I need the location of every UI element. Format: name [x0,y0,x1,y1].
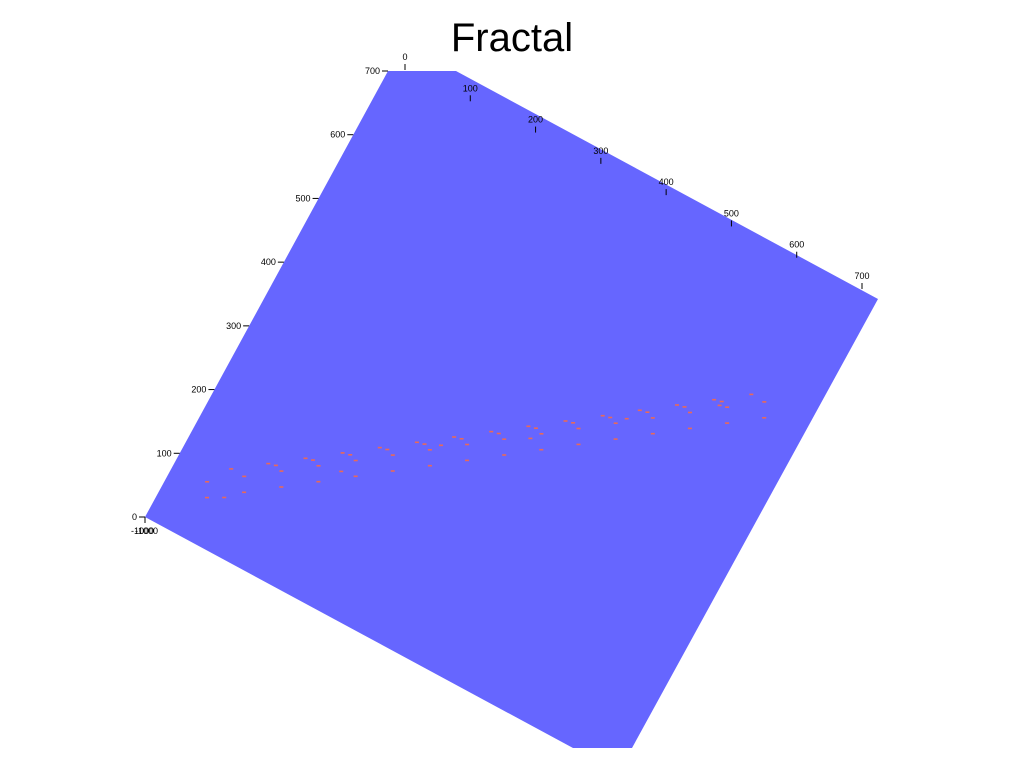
z-tick-label: -1000 [131,526,154,536]
data-point [353,475,358,478]
data-point [528,437,533,440]
data-point [414,441,419,444]
x-tick-label: 200 [528,115,543,125]
x-tick-label: 400 [659,177,674,187]
data-point [645,411,650,413]
x-axis: 0 100 200 300 400 500 600 700 [402,52,870,289]
data-point [311,459,315,461]
data-point [427,464,432,467]
data-point [719,400,724,403]
data-point [712,398,717,401]
x-tick-label: 300 [593,146,608,156]
data-point [348,454,353,456]
data-point [539,448,544,451]
data-point [353,459,358,462]
data-point [688,411,692,414]
y-tick-label: 200 [191,385,206,395]
data-point [496,432,501,435]
data-point [762,417,767,419]
y-tick-label: 300 [226,321,241,331]
data-point [576,427,581,430]
chart-title: Fractal [450,16,574,60]
data-point [273,464,278,467]
data-point [600,414,605,417]
data-point [339,470,344,473]
data-point [459,438,464,440]
z-axis: -1000-1000 [131,517,158,536]
data-point [229,468,234,470]
data-point [385,448,390,451]
data-point [222,496,227,499]
y-tick-label: 400 [261,257,276,267]
x-tick-label: 500 [724,208,739,218]
data-point [465,443,470,446]
data-point [725,406,730,408]
data-point [637,409,642,412]
data-point [439,444,443,447]
data-point [687,427,692,430]
data-point [205,481,210,483]
data-point [205,496,209,499]
y-tick-label: 0 [132,512,137,522]
y-tick-label: 100 [157,448,172,458]
data-point [316,480,321,483]
surface-plane [145,71,878,748]
data-point [452,436,457,438]
data-point [571,422,576,424]
y-tick-label: 700 [365,66,380,76]
data-point [279,486,284,488]
data-point [526,425,531,428]
data-point [576,443,581,446]
data-point [613,422,618,424]
data-point [340,452,345,454]
data-point [279,470,284,472]
data-point [725,422,730,424]
data-point [624,417,629,420]
data-point [242,491,247,494]
data-points [205,393,767,499]
x-tick-label: 0 [402,52,407,62]
y-axis: 0 100 200 300 400 500 600 700 [132,66,388,522]
data-point [422,443,427,445]
x-tick-label: 600 [789,240,804,250]
data-point [717,404,722,407]
data-point [675,404,679,406]
data-point [563,420,568,422]
data-point [533,427,538,429]
data-point [650,417,655,419]
data-point [749,393,754,396]
data-point [613,438,618,440]
data-point [390,470,395,472]
data-point [465,459,469,462]
data-point [608,416,613,419]
data-point [502,454,507,456]
x-tick-label: 100 [463,83,478,93]
z-tick-label: -1000 [135,526,158,536]
data-point [682,406,687,408]
y-tick-label: 500 [296,193,311,203]
data-point [539,433,544,435]
x-tick-label: 700 [854,271,869,281]
data-point [303,457,308,460]
data-point [377,446,382,449]
data-point [762,401,767,403]
data-point [242,475,247,478]
data-point [502,438,507,440]
data-point [316,465,321,467]
data-point [489,430,494,433]
y-tick-label: 600 [330,130,345,140]
data-point [427,449,432,451]
data-point [390,454,395,456]
data-point [266,462,271,465]
data-point [650,432,655,435]
